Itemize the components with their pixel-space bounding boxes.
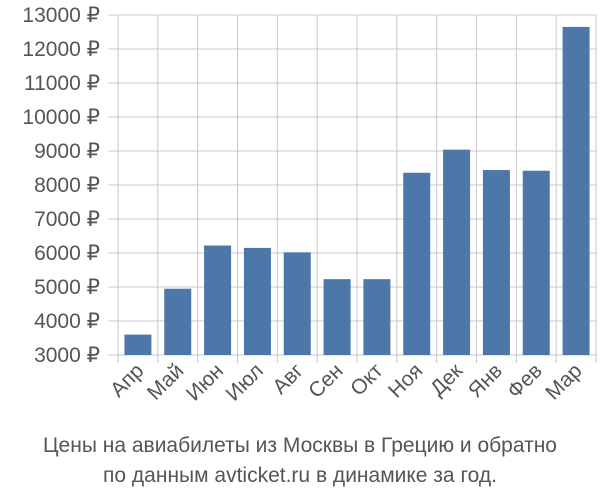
- x-tick-label: Июн: [182, 359, 228, 405]
- x-tick-label: Июл: [222, 359, 268, 405]
- bar: [562, 26, 590, 356]
- chart-caption-line-2: по данным avticket.ru в динамике за год.: [103, 464, 497, 487]
- x-tick-label: Дек: [426, 359, 468, 401]
- x-tick-label: Ноя: [384, 359, 427, 402]
- y-tick-label: 3000 ₽: [34, 344, 100, 367]
- y-tick-label: 9000 ₽: [34, 140, 100, 163]
- bar: [283, 252, 311, 355]
- bar: [482, 170, 510, 355]
- x-tick-label: Янв: [464, 359, 507, 402]
- x-tick-label: Фев: [503, 359, 547, 403]
- bar: [522, 170, 550, 355]
- x-tick-label: Авг: [268, 359, 308, 399]
- bar: [363, 279, 391, 355]
- y-tick-label: 10000 ₽: [22, 106, 100, 129]
- y-tick-label: 11000 ₽: [24, 72, 100, 95]
- y-tick-label: 8000 ₽: [34, 174, 100, 197]
- x-tick-label: Окт: [346, 359, 388, 401]
- bar: [243, 247, 271, 355]
- x-tick-label: Сен: [304, 359, 347, 402]
- x-tick-label: Апр: [106, 359, 148, 401]
- y-tick-label: 4000 ₽: [34, 310, 100, 333]
- chart-caption-line-1: Цены на авиабилеты из Москвы в Грецию и …: [43, 434, 557, 457]
- bar: [403, 172, 431, 355]
- x-tick-label: Май: [143, 359, 188, 404]
- bar: [164, 288, 192, 355]
- y-tick-label: 12000 ₽: [22, 38, 100, 61]
- bar: [124, 334, 152, 355]
- bar: [323, 279, 351, 355]
- grid-lines: [108, 14, 597, 363]
- y-tick-label: 6000 ₽: [34, 242, 100, 265]
- x-tick-label: Мар: [541, 359, 586, 404]
- y-tick-label: 7000 ₽: [34, 208, 100, 231]
- bars: [124, 26, 590, 356]
- bar: [443, 149, 471, 355]
- bar-chart: 3000 ₽ 4000 ₽ 5000 ₽ 6000 ₽ 7000 ₽ 8000 ₽ 9000…: [22, 4, 597, 406]
- bar: [204, 245, 232, 355]
- y-tick-label: 5000 ₽: [34, 276, 100, 299]
- y-tick-label: 13000 ₽: [22, 4, 100, 27]
- y-axis-tick-labels: 3000 ₽ 4000 ₽ 5000 ₽ 6000 ₽ 7000 ₽ 8000 ₽ 9000…: [22, 4, 100, 367]
